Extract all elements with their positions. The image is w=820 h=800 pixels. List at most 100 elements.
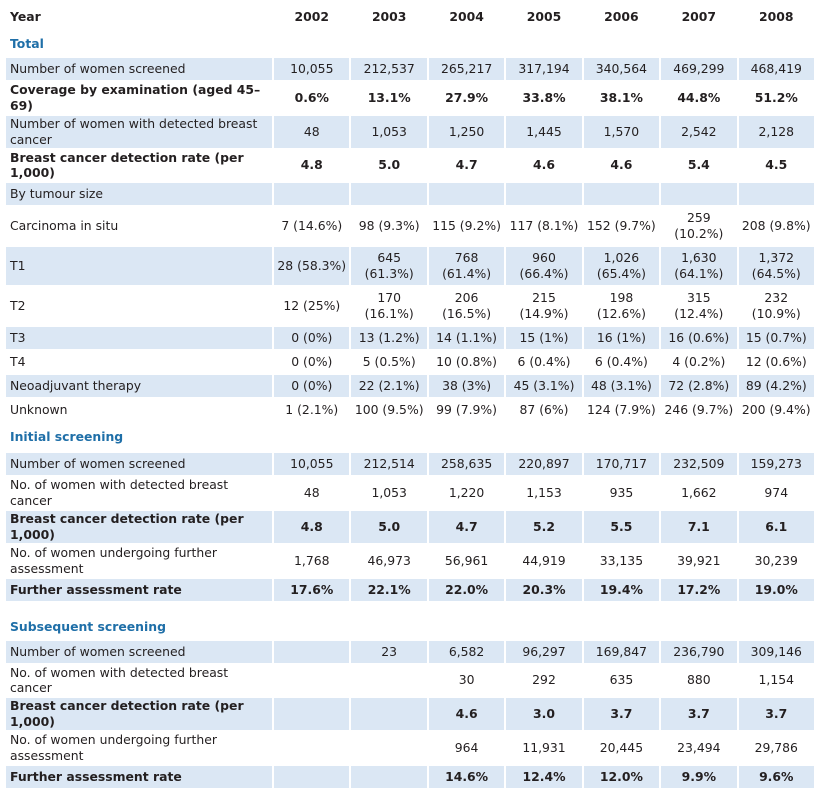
- value-cell-2005: 960 (66.4%): [506, 247, 584, 288]
- value-cell-2005: 12.4%: [506, 765, 584, 790]
- value-cell-2007: 4 (0.2%): [661, 351, 739, 376]
- value-cell-2007: 315 (12.4%): [661, 287, 739, 328]
- value-cell-2003: 645 (61.3%): [351, 247, 429, 288]
- section-header-row: Subsequent screening: [6, 614, 816, 641]
- value-cell-2004: 258,635: [428, 453, 507, 478]
- value-cell-2008: 30,239: [738, 544, 816, 579]
- value-cell-2003: [351, 732, 429, 766]
- value-cell-2002: [274, 640, 352, 665]
- value-cell-2004: 4.7: [428, 511, 507, 545]
- value-cell-2004: 14 (1.1%): [428, 327, 507, 352]
- table-row: T1 28 (58.3%) 645 (61.3%) 768 (61.4%) 960 (6…: [6, 247, 816, 288]
- row-label: No. of women with detected breast cancer: [6, 477, 275, 511]
- value-cell-2003: 13 (1.2%): [351, 327, 429, 352]
- value-cell-2006: 19.4%: [583, 578, 662, 603]
- value-cell-2002: [274, 183, 352, 208]
- spacer-row: [6, 602, 816, 615]
- value-cell-2008: 4.5: [738, 149, 816, 184]
- value-cell-2004: 4.7: [428, 149, 507, 184]
- year-header-2007: 2007: [661, 4, 739, 32]
- value-cell-2002: 10,055: [274, 58, 352, 82]
- row-label: T4: [6, 351, 275, 376]
- row-label: Breast cancer detection rate (per 1,000): [6, 698, 275, 732]
- value-cell-2004: 768 (61.4%): [428, 247, 507, 288]
- table-row: No. of women undergoing further assessme…: [6, 544, 816, 579]
- table-row: Neoadjuvant therapy 0 (0%) 22 (2.1%) 38 (3%…: [6, 375, 816, 400]
- value-cell-2007: 880: [661, 664, 739, 699]
- value-cell-2007: 236,790: [661, 640, 739, 665]
- table-row: No. of women with detected breast cancer…: [6, 477, 816, 511]
- value-cell-2004: 4.6: [428, 698, 507, 732]
- value-cell-2003: 170 (16.1%): [351, 287, 429, 328]
- value-cell-2003: 98 (9.3%): [351, 207, 429, 248]
- value-cell-2005: 45 (3.1%): [506, 375, 584, 400]
- value-cell-2005: 15 (1%): [506, 327, 584, 352]
- value-cell-2004: 964: [428, 732, 507, 766]
- value-cell-2004: 56,961: [428, 544, 507, 579]
- table-row: By tumour size: [6, 183, 816, 208]
- table-row: T2 12 (25%) 170 (16.1%) 206 (16.5%) 215 (14.…: [6, 287, 816, 328]
- value-cell-2005: 44,919: [506, 544, 584, 579]
- table-row: No. of women undergoing further assessme…: [6, 732, 816, 766]
- value-cell-2005: 87 (6%): [506, 399, 584, 424]
- value-cell-2003: [351, 664, 429, 699]
- value-cell-2006: [583, 183, 662, 208]
- value-cell-2005: 1,153: [506, 477, 584, 511]
- table-row: Coverage by examination (aged 45–69) 0.6%…: [6, 82, 816, 116]
- value-cell-2003: 1,053: [351, 115, 429, 150]
- value-cell-2007: 469,299: [661, 58, 739, 82]
- value-cell-2007: 44.8%: [661, 82, 739, 116]
- value-cell-2004: 6,582: [428, 640, 507, 665]
- value-cell-2008: 232 (10.9%): [738, 287, 816, 328]
- value-cell-2005: 33.8%: [506, 82, 584, 116]
- spacer-cell: [6, 602, 816, 615]
- value-cell-2006: 340,564: [583, 58, 662, 82]
- row-label: Breast cancer detection rate (per 1,000): [6, 511, 275, 545]
- value-cell-2002: [274, 664, 352, 699]
- value-cell-2006: 124 (7.9%): [583, 399, 662, 424]
- row-label: Unknown: [6, 399, 275, 424]
- value-cell-2002: 4.8: [274, 511, 352, 545]
- value-cell-2003: 23: [351, 640, 429, 665]
- year-header-2008: 2008: [738, 4, 816, 32]
- table-row: Unknown 1 (2.1%) 100 (9.5%) 99 (7.9%) 87 (6%…: [6, 399, 816, 424]
- row-label: Coverage by examination (aged 45–69): [6, 82, 275, 116]
- value-cell-2008: 1,372 (64.5%): [738, 247, 816, 288]
- value-cell-2007: 232,509: [661, 453, 739, 478]
- value-cell-2004: 115 (9.2%): [428, 207, 507, 248]
- section-title: Total: [6, 32, 816, 58]
- value-cell-2002: 0 (0%): [274, 327, 352, 352]
- value-cell-2008: 159,273: [738, 453, 816, 478]
- row-label: No. of women undergoing further assessme…: [6, 732, 275, 766]
- value-cell-2002: 12 (25%): [274, 287, 352, 328]
- value-cell-2006: 5.5: [583, 511, 662, 545]
- year-header-2002: 2002: [274, 4, 352, 32]
- value-cell-2007: 2,542: [661, 115, 739, 150]
- value-cell-2003: 100 (9.5%): [351, 399, 429, 424]
- value-cell-2006: 170,717: [583, 453, 662, 478]
- value-cell-2003: 5.0: [351, 149, 429, 184]
- value-cell-2006: 38.1%: [583, 82, 662, 116]
- value-cell-2006: 152 (9.7%): [583, 207, 662, 248]
- value-cell-2008: [738, 183, 816, 208]
- value-cell-2003: [351, 765, 429, 790]
- table-row: No. of women with detected breast cancer…: [6, 664, 816, 699]
- value-cell-2006: 33,135: [583, 544, 662, 579]
- table-row: T3 0 (0%) 13 (1.2%) 14 (1.1%) 15 (1%) 16 (1%)…: [6, 327, 816, 352]
- value-cell-2008: 51.2%: [738, 82, 816, 116]
- value-cell-2006: 1,026 (65.4%): [583, 247, 662, 288]
- value-cell-2007: 39,921: [661, 544, 739, 579]
- value-cell-2005: 6 (0.4%): [506, 351, 584, 376]
- year-header-2003: 2003: [351, 4, 429, 32]
- table-row: Further assessment rate 14.6% 12.4% 12.0% 9.…: [6, 765, 816, 790]
- table-row: Breast cancer detection rate (per 1,000)…: [6, 149, 816, 184]
- value-cell-2005: 292: [506, 664, 584, 699]
- table-row: Carcinoma in situ 7 (14.6%) 98 (9.3%) 115 (…: [6, 207, 816, 248]
- value-cell-2008: 1,154: [738, 664, 816, 699]
- value-cell-2007: 17.2%: [661, 578, 739, 603]
- value-cell-2004: 38 (3%): [428, 375, 507, 400]
- row-label: T3: [6, 327, 275, 352]
- row-label: No. of women with detected breast cancer: [6, 664, 275, 699]
- header-row: Year 2002 2003 2004 2005 2006 2007 2008: [6, 4, 816, 32]
- value-cell-2004: 22.0%: [428, 578, 507, 603]
